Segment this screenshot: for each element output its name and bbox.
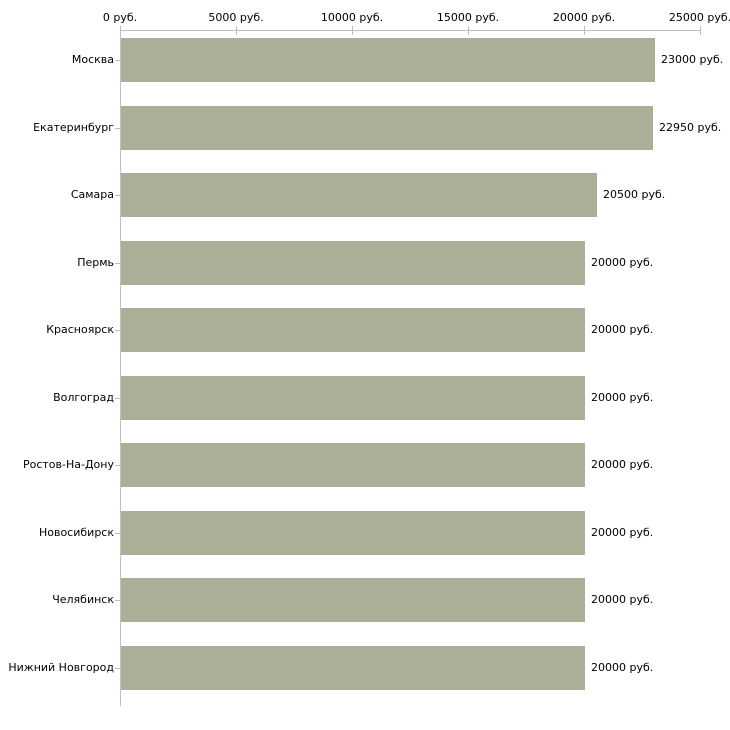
value-label: 22950 руб. bbox=[659, 120, 722, 134]
x-axis-tick bbox=[700, 26, 701, 35]
y-axis-line bbox=[120, 30, 121, 706]
x-axis-tick-label: 10000 руб. bbox=[320, 11, 384, 24]
y-axis-tick bbox=[115, 532, 120, 534]
y-axis-tick bbox=[115, 667, 120, 669]
bar-8 bbox=[121, 510, 585, 555]
bar-5 bbox=[121, 308, 585, 352]
bar-3 bbox=[121, 173, 597, 217]
x-axis-tick-label: 0 руб. bbox=[102, 11, 138, 24]
category-label: Красноярск bbox=[46, 323, 114, 336]
y-axis-tick bbox=[115, 60, 120, 61]
y-axis-tick bbox=[115, 465, 120, 466]
value-label: 20500 руб. bbox=[603, 188, 666, 201]
value-label: 20000 руб. bbox=[591, 525, 654, 539]
category-label: Ростов-На-Дону bbox=[22, 458, 114, 471]
y-axis-tick bbox=[115, 330, 120, 331]
x-axis-tick bbox=[352, 26, 353, 35]
x-axis-tick-label: 5000 руб. bbox=[208, 11, 264, 24]
x-axis-tick bbox=[236, 26, 237, 35]
category-label: Волгоград bbox=[53, 390, 114, 404]
y-axis-tick bbox=[115, 600, 120, 601]
category-label: Екатеринбург bbox=[33, 120, 114, 134]
value-label: 23000 руб. bbox=[661, 53, 724, 66]
y-axis-tick bbox=[115, 195, 120, 196]
bar-9 bbox=[121, 578, 585, 622]
value-label: 20000 руб. bbox=[591, 660, 654, 674]
bar-10 bbox=[121, 645, 585, 690]
bar-6 bbox=[121, 375, 585, 420]
x-axis-tick bbox=[120, 26, 121, 35]
category-label: Пермь bbox=[77, 255, 114, 269]
y-axis-tick bbox=[115, 397, 120, 399]
y-axis-tick bbox=[115, 127, 120, 129]
y-axis-tick bbox=[115, 262, 120, 264]
category-label: Новосибирск bbox=[38, 525, 114, 539]
x-axis-tick bbox=[468, 26, 469, 35]
x-axis-tick-label: 20000 руб. bbox=[552, 11, 616, 24]
value-label: 20000 руб. bbox=[591, 323, 654, 336]
bar-7 bbox=[121, 443, 585, 487]
category-label: Челябинск bbox=[52, 593, 114, 606]
value-label: 20000 руб. bbox=[591, 255, 654, 269]
value-label: 20000 руб. bbox=[591, 390, 654, 404]
value-label: 20000 руб. bbox=[591, 593, 654, 606]
bar-4 bbox=[121, 240, 585, 285]
bar-2 bbox=[121, 105, 653, 150]
x-axis-tick-label: 15000 руб. bbox=[436, 11, 500, 24]
x-axis-tick bbox=[584, 26, 585, 35]
category-label: Самара bbox=[70, 188, 114, 201]
category-label: Нижний Новгород bbox=[8, 660, 114, 674]
category-label: Москва bbox=[71, 53, 114, 66]
x-axis-line bbox=[120, 30, 701, 31]
x-axis-tick-label: 25000 руб. bbox=[668, 11, 730, 24]
value-label: 20000 руб. bbox=[591, 458, 654, 471]
bar-1 bbox=[121, 38, 655, 82]
